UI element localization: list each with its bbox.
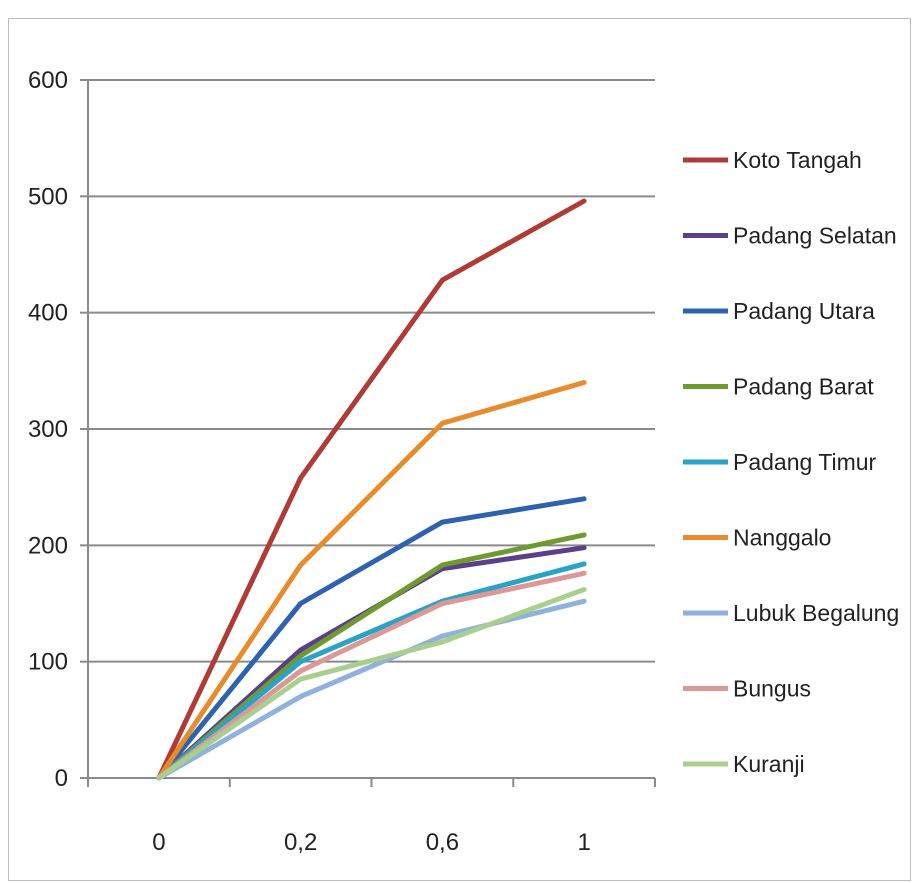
chart-frame xyxy=(8,18,911,881)
series-line-padang-utara xyxy=(156,496,587,781)
series-line-kuranji xyxy=(156,587,587,781)
y-tick-label: 400 xyxy=(28,300,68,327)
legend-label: Padang Timur xyxy=(733,449,877,475)
legend-label: Padang Utara xyxy=(733,298,875,324)
legend-item: Padang Utara xyxy=(683,298,875,324)
series-line-padang-timur xyxy=(156,561,587,781)
legend-label: Lubuk Begalung xyxy=(733,600,899,626)
series-line-koto-tangah xyxy=(156,198,587,781)
x-tick-label: 1 xyxy=(577,829,590,856)
legend-label: Koto Tangah xyxy=(733,147,862,173)
legend-item: Padang Barat xyxy=(683,374,874,400)
legend-item: Kuranji xyxy=(683,751,805,777)
y-tick-label: 200 xyxy=(28,532,68,559)
y-tick-label: 100 xyxy=(28,649,68,676)
x-axis-ticks: 0 0,2 0,6 1 xyxy=(87,778,656,856)
x-tick-label: 0,2 xyxy=(284,829,317,856)
legend-label: Padang Selatan xyxy=(733,223,897,249)
legend-item: Nanggalo xyxy=(683,525,831,551)
legend-label: Kuranji xyxy=(733,751,805,777)
series-lines xyxy=(156,198,587,781)
legend-label: Bungus xyxy=(733,676,811,702)
y-tick-label: 0 xyxy=(55,765,68,792)
series-line-lubuk-begalung xyxy=(156,598,587,781)
legend-item: Padang Selatan xyxy=(683,223,897,249)
legend-label: Nanggalo xyxy=(733,525,831,551)
y-tick-label: 300 xyxy=(28,416,68,443)
gridlines xyxy=(88,79,655,663)
legend-item: Padang Timur xyxy=(683,449,877,475)
legend-item: Bungus xyxy=(683,676,811,702)
legend-item: Lubuk Begalung xyxy=(683,600,899,626)
legend: Koto Tangah Padang Selatan Padang Utara Pad… xyxy=(683,147,899,777)
legend-label: Padang Barat xyxy=(733,374,874,400)
x-tick-label: 0 xyxy=(152,829,165,856)
y-tick-label: 600 xyxy=(28,67,68,94)
y-tick-label: 500 xyxy=(28,183,68,210)
series-line-nanggalo xyxy=(156,380,587,781)
y-axis-ticks: 0 100 200 300 400 500 600 xyxy=(28,67,88,792)
x-tick-label: 0,6 xyxy=(426,829,459,856)
series-line-bungus xyxy=(156,570,587,781)
legend-item: Koto Tangah xyxy=(683,147,862,173)
